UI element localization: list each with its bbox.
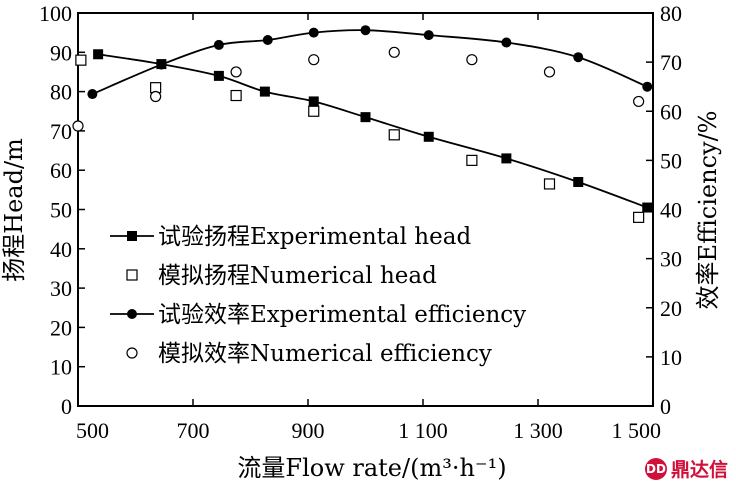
x-tick-label: 1 300 [513, 418, 563, 443]
series-3-point [642, 81, 653, 92]
series-1-point [259, 86, 270, 97]
left-y-tick-label: 40 [50, 237, 72, 262]
series-1-point [423, 131, 434, 142]
x-tick-label: 900 [292, 418, 325, 443]
series-2-point [308, 105, 320, 117]
x-tick-label: 700 [177, 418, 210, 443]
series-1-point [213, 70, 224, 81]
left-y-tick-label: 70 [50, 119, 72, 144]
series-4 [72, 46, 645, 132]
series-3-point [501, 37, 512, 48]
series-2-point [75, 54, 87, 66]
series-2-point [633, 211, 645, 223]
left-y-axis-title: 扬程Head/m [0, 138, 28, 282]
series-3-point [156, 59, 167, 70]
series-4-point [388, 46, 400, 58]
left-y-tick-label: 20 [50, 315, 72, 340]
left-y-tick-label: 0 [61, 394, 72, 419]
series-3-line [92, 29, 648, 95]
x-axis-ticks: 500 700 900 1 100 1 300 1 500 [76, 13, 661, 443]
right-y-tick-label: 70 [660, 50, 682, 75]
series-3-point [87, 89, 98, 100]
series-1-point [573, 176, 584, 187]
right-y-tick-label: 40 [660, 198, 682, 223]
series-2 [75, 54, 645, 223]
left-y-tick-label: 100 [39, 1, 72, 26]
right-y-tick-label: 30 [660, 247, 682, 272]
legend-label: 模拟扬程Numerical head [158, 263, 437, 289]
series-1-point [642, 202, 653, 213]
legend: 试验扬程Experimental head 模拟扬程Numerical head 试… [110, 224, 526, 367]
right-y-axis-ticks: 0 10 20 30 40 50 60 70 80 [646, 1, 682, 419]
series-4-point [230, 66, 242, 78]
watermark-text: 鼎达信 [670, 459, 728, 481]
legend-label: 试验扬程Experimental head [158, 224, 471, 250]
series-4-point [543, 66, 556, 78]
series-1 [93, 49, 653, 213]
series-1-point [308, 96, 319, 107]
left-y-tick-label: 80 [50, 80, 72, 105]
series-4-point [633, 95, 645, 108]
left-y-tick-label: 10 [50, 355, 72, 380]
right-y-tick-label: 20 [660, 296, 682, 321]
legend-marker [127, 309, 137, 319]
series-2-point [543, 178, 556, 190]
legend-label: 模拟效率Numerical efficiency [158, 341, 492, 367]
series-4-point [466, 54, 478, 66]
series-3-point [573, 52, 584, 63]
right-y-tick-label: 0 [660, 394, 671, 419]
right-y-axis-title: 效率Efficiency/% [694, 111, 722, 310]
series-4-point [150, 90, 162, 103]
series-3-point [262, 35, 273, 46]
series-1-point [501, 153, 512, 164]
legend-label: 试验效率Experimental efficiency [158, 302, 526, 328]
x-tick-label: 1 500 [612, 418, 662, 443]
legend-marker [126, 269, 138, 281]
legend-marker [127, 231, 137, 241]
series-2-point [230, 89, 242, 102]
left-y-tick-label: 60 [50, 158, 72, 183]
left-y-tick-label: 30 [50, 276, 72, 301]
series-2-point [388, 129, 400, 141]
right-y-tick-label: 50 [660, 148, 682, 173]
left-y-axis-ticks: 0 10 20 30 40 50 60 70 80 90 100 [39, 1, 85, 419]
series-1-point [93, 49, 104, 60]
series-3-point [213, 39, 224, 50]
series-2-point [466, 154, 478, 166]
watermark: DD 鼎达信 [644, 455, 728, 482]
series-layer [72, 25, 653, 223]
left-y-tick-label: 50 [50, 198, 72, 223]
series-3-point [308, 27, 319, 38]
series-1-line [97, 53, 648, 209]
series-4-point [308, 54, 320, 66]
x-tick-label: 1 100 [398, 418, 448, 443]
series-3-point [360, 25, 371, 36]
series-3-point [423, 30, 434, 41]
right-y-tick-label: 80 [660, 1, 682, 26]
series-4-point [72, 120, 84, 132]
right-y-tick-label: 10 [660, 345, 682, 370]
x-axis-title: 流量Flow rate/(m³·h⁻¹) [237, 454, 506, 482]
left-y-tick-label: 90 [50, 40, 72, 65]
x-tick-label: 500 [76, 418, 109, 443]
legend-marker [126, 347, 138, 359]
series-3 [87, 25, 653, 100]
series-1-point [360, 112, 371, 123]
right-y-tick-label: 60 [660, 99, 682, 124]
watermark-logo-icon: DD [644, 457, 667, 480]
